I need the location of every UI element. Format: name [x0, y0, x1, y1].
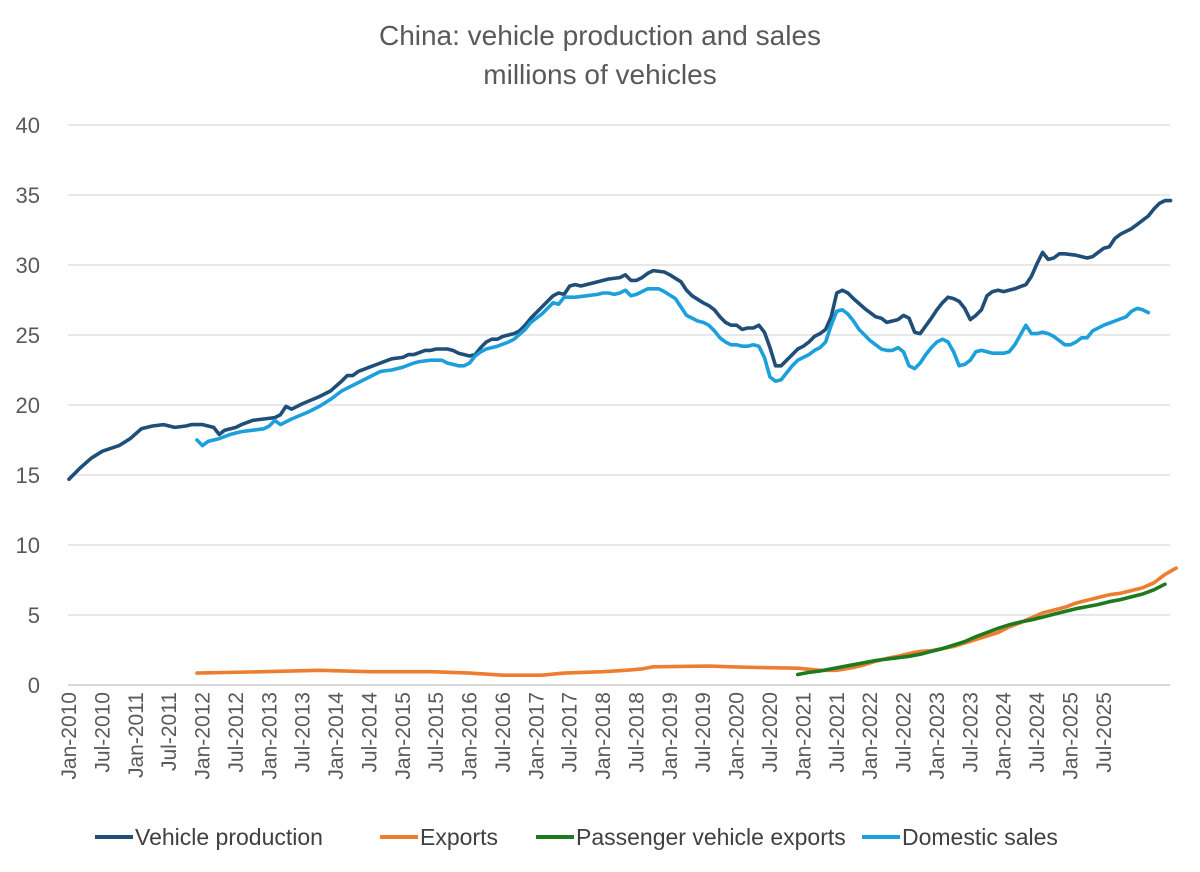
x-tick-label: Jul-2014: [358, 692, 381, 773]
x-tick-label: Jan-2017: [525, 692, 548, 780]
x-tick-label: Jan-2022: [859, 692, 882, 780]
y-tick-label: 5: [28, 603, 40, 628]
x-tick-label: Jul-2020: [759, 692, 782, 773]
x-tick-label: Jan-2011: [125, 692, 148, 778]
legend-label: Exports: [420, 824, 498, 850]
x-tick-label: Jan-2014: [325, 692, 348, 780]
y-axis-tick-labels: 0 5 10 15 20 25 30 35 40: [16, 113, 40, 698]
legend-label: Passenger vehicle exports: [576, 824, 846, 850]
series-line-passenger-vehicle-exports: [796, 582, 1167, 677]
x-tick-label: Jul-2017: [559, 692, 582, 773]
x-tick-label: Jul-2025: [1093, 692, 1116, 773]
x-tick-label: Jul-2023: [959, 692, 982, 773]
gridlines: [68, 124, 1170, 686]
x-tick-label: Jan-2020: [726, 692, 749, 780]
x-tick-label: Jan-2013: [258, 692, 281, 780]
x-tick-label: Jul-2015: [425, 692, 448, 773]
legend-label: Domestic sales: [902, 824, 1058, 850]
x-tick-label: Jul-2021: [826, 692, 849, 773]
series-line-domestic-sales: [195, 287, 1151, 448]
y-tick-label: 0: [28, 673, 40, 698]
series-line-exports: [195, 566, 1178, 677]
chart-title: China: vehicle production and sales: [379, 20, 821, 51]
y-tick-label: 15: [16, 463, 40, 488]
y-tick-label: 30: [16, 253, 40, 278]
legend: Vehicle production Exports Passenger vehic…: [95, 824, 1058, 850]
y-tick-label: 20: [16, 393, 40, 418]
chart-subtitle: millions of vehicles: [483, 59, 716, 90]
x-tick-label: Jul-2016: [492, 692, 515, 773]
x-tick-label: Jan-2021: [792, 692, 815, 780]
x-tick-label: Jan-2019: [659, 692, 682, 780]
x-tick-label: Jul-2022: [893, 692, 916, 773]
series-line-vehicle-production: [67, 198, 1173, 481]
x-tick-label: Jan-2023: [926, 692, 949, 780]
x-tick-label: Jan-2025: [1059, 692, 1082, 780]
x-tick-label: Jan-2018: [592, 692, 615, 780]
x-tick-label: Jul-2018: [625, 692, 648, 773]
x-tick-label: Jul-2019: [692, 692, 715, 773]
y-tick-label: 35: [16, 183, 40, 208]
x-tick-label: Jan-2016: [459, 692, 482, 780]
x-tick-label: Jul-2011: [158, 692, 181, 771]
y-tick-label: 25: [16, 323, 40, 348]
x-tick-label: Jan-2015: [392, 692, 415, 780]
y-tick-label: 40: [16, 113, 40, 138]
y-tick-label: 10: [16, 533, 40, 558]
legend-label: Vehicle production: [135, 824, 323, 850]
x-tick-label: Jan-2024: [993, 692, 1016, 780]
x-axis-tick-labels: Jan-2010 Jul-2010 Jan-2011 Jul-2011 Jan-2012…: [58, 692, 1116, 780]
x-tick-label: Jan-2012: [192, 692, 215, 780]
x-tick-label: Jul-2012: [225, 692, 248, 773]
x-tick-label: Jul-2024: [1026, 692, 1049, 773]
x-tick-label: Jan-2010: [58, 692, 81, 780]
x-tick-label: Jul-2010: [91, 692, 114, 773]
series-lines: [67, 198, 1178, 677]
x-tick-label: Jul-2013: [292, 692, 315, 773]
